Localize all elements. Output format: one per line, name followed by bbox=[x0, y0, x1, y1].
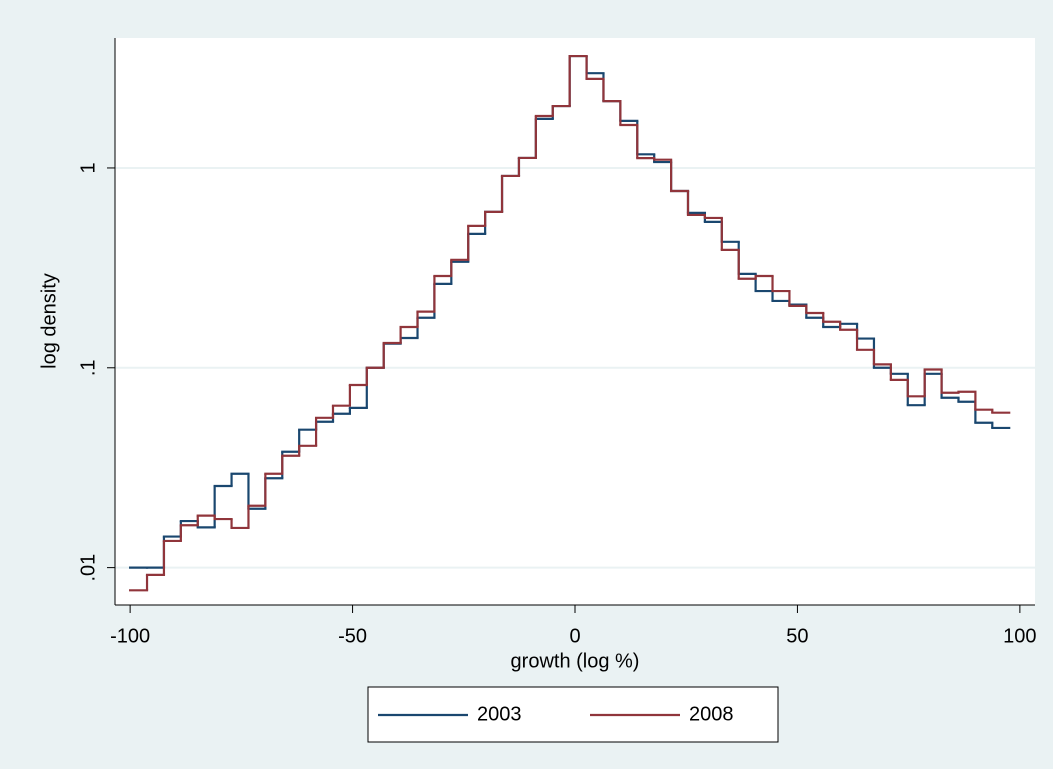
y-tick-label: 1 bbox=[77, 162, 99, 173]
x-tick-label: -50 bbox=[338, 625, 367, 647]
y-axis-label: log density bbox=[38, 273, 60, 369]
x-tick-label: 0 bbox=[569, 625, 580, 647]
x-tick-label: 50 bbox=[786, 625, 808, 647]
legend-label: 2003 bbox=[477, 703, 522, 725]
y-tick-label: .01 bbox=[77, 554, 99, 582]
plot-area bbox=[115, 38, 1035, 605]
x-tick-label: 100 bbox=[1003, 625, 1036, 647]
y-tick-label: .1 bbox=[77, 359, 99, 376]
legend-label: 2008 bbox=[689, 703, 734, 725]
x-axis-label: growth (log %) bbox=[511, 650, 640, 672]
x-tick-label: -100 bbox=[110, 625, 150, 647]
